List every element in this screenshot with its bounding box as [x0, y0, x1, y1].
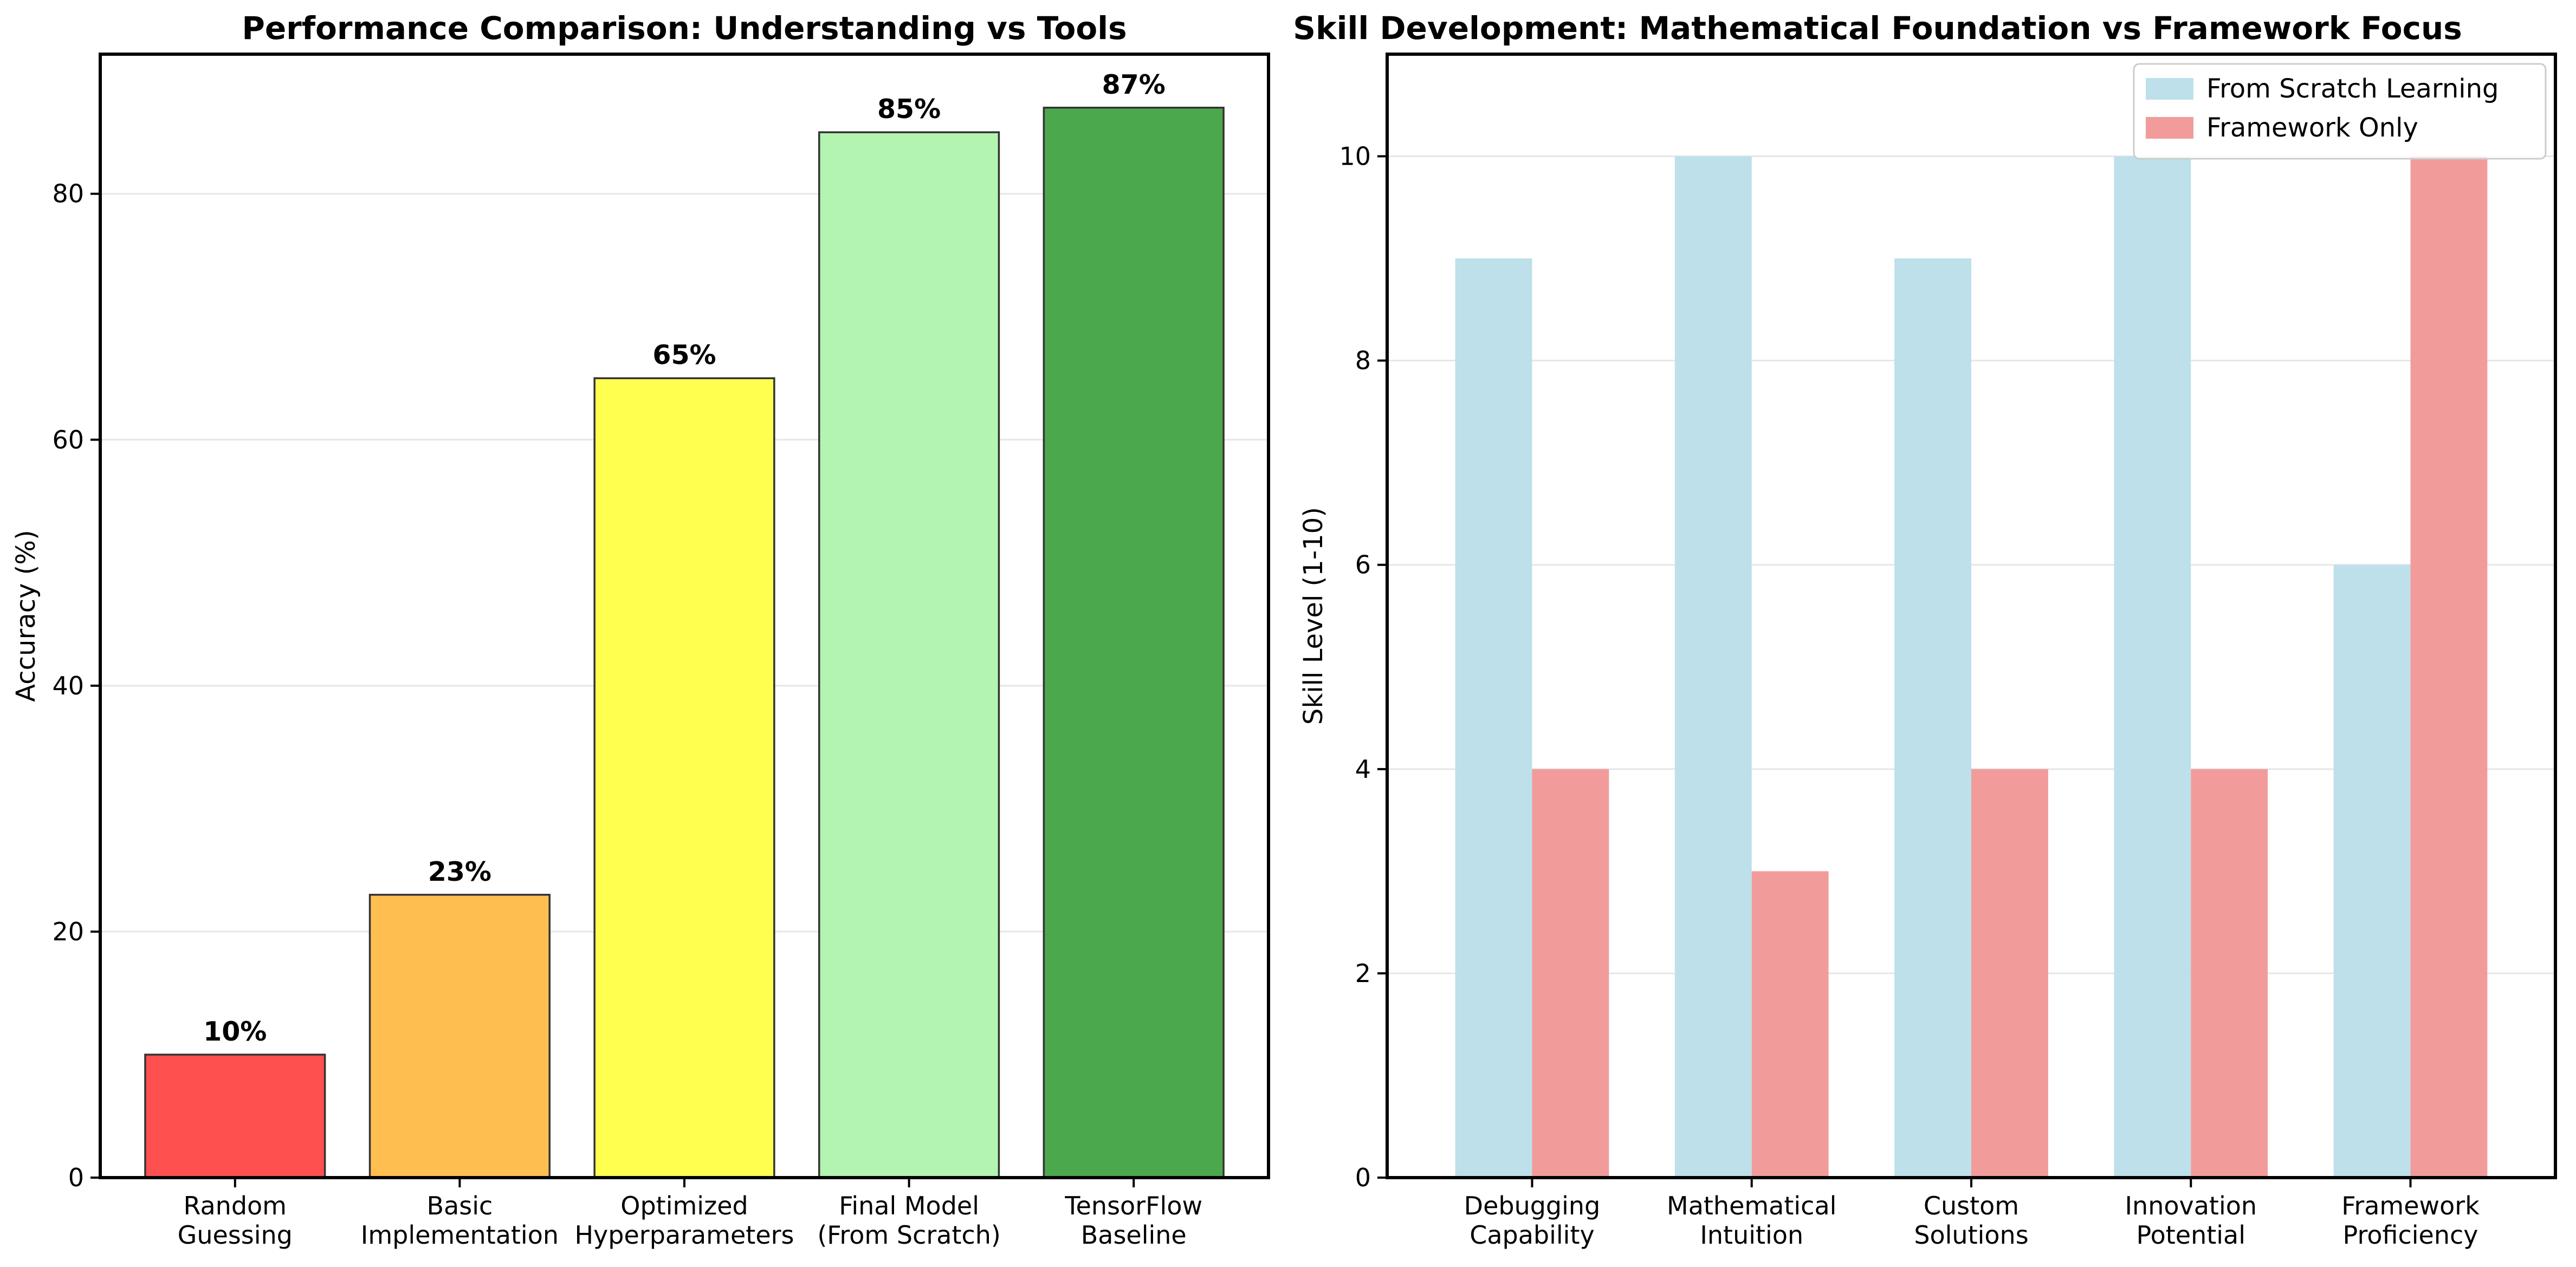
x-tick-label: Intuition	[1700, 1220, 1803, 1250]
x-tick-label: Solutions	[1914, 1220, 2028, 1250]
legend-label: Framework Only	[2206, 113, 2418, 143]
y-tick-label: 80	[52, 179, 84, 209]
y-tick-label: 4	[1355, 755, 1371, 784]
x-tick-label: Mathematical	[1667, 1191, 1836, 1220]
x-tick-label: Innovation	[2125, 1191, 2257, 1220]
x-tick-label: Final Model	[839, 1191, 979, 1220]
data-label: 65%	[652, 340, 716, 371]
data-label: 85%	[877, 94, 941, 125]
x-tick-label: Basic	[426, 1191, 493, 1220]
y-tick-label: 0	[1355, 1163, 1371, 1192]
y-tick-label: 6	[1355, 550, 1371, 580]
bar	[818, 131, 1000, 1179]
y-tick-label: 2	[1355, 959, 1371, 988]
data-label: 87%	[1102, 69, 1166, 100]
y-tick-label: 40	[52, 671, 84, 700]
x-tick-label: Custom	[1924, 1191, 2019, 1220]
data-label: 23%	[428, 856, 491, 887]
bar	[1971, 769, 2048, 1178]
x-tick-label: Framework	[2341, 1191, 2480, 1220]
x-tick-label: (From Scratch)	[817, 1220, 1001, 1250]
bar	[1751, 871, 1829, 1178]
x-tick-label: Implementation	[361, 1220, 559, 1250]
y-tick-label: 0	[68, 1163, 84, 1192]
x-tick-label: Guessing	[178, 1220, 293, 1250]
x-tick-label: Debugging	[1464, 1191, 1601, 1220]
bar	[1532, 769, 1609, 1178]
bar	[1455, 258, 1532, 1178]
plot-frame	[99, 53, 1270, 1179]
bar	[1674, 156, 1752, 1178]
y-tick-label: 60	[52, 425, 84, 454]
x-tick-label: Potential	[2136, 1220, 2245, 1250]
bars	[1455, 156, 2488, 1178]
x-tick-label: Random	[184, 1191, 287, 1220]
y-ticks: 0 2 4 6 8 10	[1339, 142, 1387, 1192]
y-axis-label: Skill Level (1-10)	[1298, 507, 1329, 725]
bar	[593, 377, 775, 1179]
bar	[1043, 107, 1225, 1179]
bar	[2191, 769, 2268, 1178]
data-labels: 10% 23% 65% 85% 87%	[203, 69, 1166, 1047]
legend-swatch	[2146, 117, 2193, 139]
bar	[1894, 258, 1971, 1178]
y-tick-label: 8	[1355, 346, 1371, 375]
y-tick-label: 20	[52, 917, 84, 946]
legend: From Scratch Learning Framework Only	[2133, 63, 2547, 160]
x-tick-label: Proficiency	[2343, 1220, 2478, 1250]
bar	[2410, 156, 2488, 1178]
chart-title: Skill Development: Mathematical Foundati…	[1293, 10, 2462, 47]
bar	[144, 1054, 326, 1179]
x-tick-label: Hyperparameters	[574, 1220, 794, 1250]
x-tick-label: Baseline	[1081, 1220, 1187, 1250]
x-tick-label: Capability	[1470, 1220, 1595, 1250]
legend-swatch	[2146, 78, 2193, 100]
plot-frame	[1386, 53, 2557, 1179]
data-label: 10%	[203, 1016, 267, 1047]
bars	[144, 107, 1225, 1179]
bar	[2333, 564, 2411, 1178]
x-tick-label: TensorFlow	[1064, 1191, 1202, 1220]
y-axis-label: Accuracy (%)	[11, 530, 41, 701]
bar	[368, 894, 551, 1179]
bar	[2114, 156, 2191, 1178]
chart-title: Performance Comparison: Understanding vs…	[242, 10, 1127, 47]
y-ticks: 0 20 40 60 80	[52, 179, 100, 1192]
performance-chart: Performance Comparison: Understanding vs…	[11, 10, 1270, 1250]
x-tick-label: Optimized	[620, 1191, 748, 1220]
y-tick-label: 10	[1339, 142, 1371, 171]
legend-box	[2133, 63, 2547, 160]
skill-chart: Skill Development: Mathematical Foundati…	[1293, 10, 2557, 1250]
legend-label: From Scratch Learning	[2206, 74, 2499, 104]
